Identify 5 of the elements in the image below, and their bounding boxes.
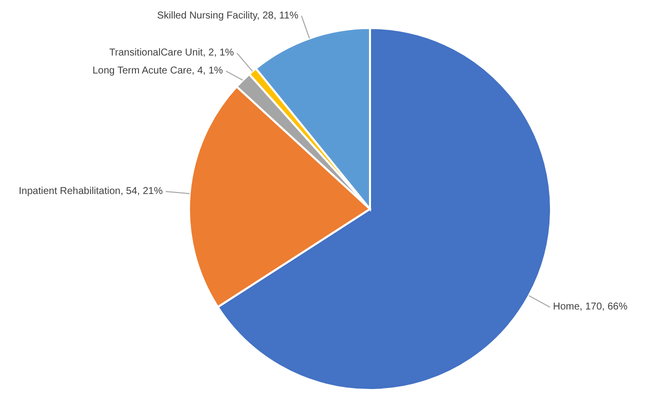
slice-label: TransitionalCare Unit, 2, 1% — [109, 48, 234, 59]
slice-label: Long Term Acute Care, 4, 1% — [92, 66, 224, 77]
slice-label: Skilled Nursing Facility, 28, 11% — [157, 10, 299, 22]
slice-label: Inpatient Rehabilitation, 54, 21% — [18, 186, 163, 198]
slice-label: Home, 170, 66% — [552, 302, 628, 313]
